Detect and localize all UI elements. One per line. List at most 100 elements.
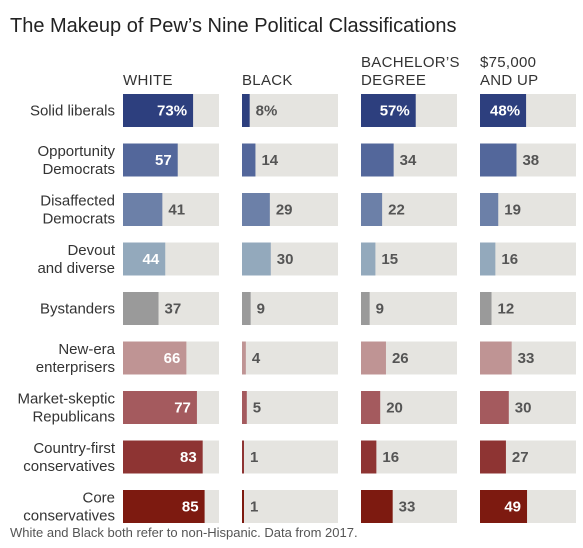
bar [242,94,250,127]
data-label: 4 [252,350,261,367]
bar [480,193,499,226]
data-label: 44 [143,251,160,268]
bar-track [242,341,338,375]
data-label: 5 [253,400,261,417]
bar [242,292,251,325]
data-label: 37 [165,301,182,318]
bar-track [480,242,576,276]
data-label: 27 [512,449,529,466]
data-label: 33 [399,499,416,516]
data-label: 34 [400,152,417,169]
data-label: 73% [157,103,187,120]
data-label: 29 [276,202,293,219]
data-label: 41 [168,202,185,219]
bar [361,391,381,424]
bar-track [242,292,338,325]
bar [361,292,370,325]
bar-track [242,440,338,474]
bar [242,440,244,474]
data-label: 57 [155,152,172,169]
bar [480,292,492,325]
data-label: 49 [504,499,521,516]
data-label: 9 [257,301,265,318]
bar [123,94,194,127]
data-label: 57% [380,103,410,120]
column-header-bachelors: DEGREE [361,72,426,89]
data-label: 33 [518,350,535,367]
data-label: 85 [182,499,199,516]
bar [242,242,271,276]
bar [123,143,178,177]
row-label: New-era [58,341,115,358]
row-label: and diverse [37,260,115,277]
bar [242,143,256,177]
bar [361,490,393,523]
bar [480,143,517,177]
bar-track [480,292,576,325]
row-labels: Solid liberalsOpportunityDemocratsDisaff… [17,103,115,525]
data-label: 15 [381,251,398,268]
row-label: Market-skeptic [17,391,115,408]
row-label: Democrats [42,211,115,228]
bar [123,292,159,325]
bar [242,391,247,424]
bar-track [242,490,338,523]
data-label: 20 [386,400,403,417]
row-label: Democrats [42,161,115,178]
data-label: 48% [490,103,520,120]
bar [480,242,496,276]
data-label: 66 [164,350,181,367]
bar [480,94,527,127]
row-label: Bystanders [40,301,115,318]
bar [242,193,270,226]
bar-track [361,440,457,474]
data-label: 16 [382,449,399,466]
bar [361,242,376,276]
row-label: Core [82,490,115,507]
data-label: 30 [515,400,532,417]
bar [242,341,246,375]
data-label: 19 [504,202,521,219]
bar-track [242,94,338,127]
bar [480,391,509,424]
bar [242,490,244,523]
data-label: 77 [174,400,191,417]
data-label: 30 [277,251,294,268]
data-label: 83 [180,449,197,466]
data-label: 8% [256,103,278,120]
bar [361,94,416,127]
bar [480,341,512,375]
column-header-white: WHITE [123,72,173,89]
bar [361,193,383,226]
data-label: 12 [498,301,515,318]
chart-note: White and Black both refer to non-Hispan… [10,525,358,540]
bar-track [361,242,457,276]
row-label: Country-first [33,440,116,457]
column-header-income: $75,000 [480,54,536,71]
bar [123,440,203,474]
column-header-black: BLACK [242,72,293,89]
bar [123,242,166,276]
data-label: 1 [250,499,258,516]
data-label: 14 [261,152,278,169]
bar [123,391,197,424]
row-label: Opportunity [37,143,115,160]
data-label: 9 [376,301,384,318]
data-label: 22 [388,202,405,219]
bar-track [242,143,338,177]
bar [361,440,377,474]
bar [123,490,205,523]
bar [480,490,528,523]
row-label: conservatives [23,458,115,475]
chart-title: The Makeup of Pew’s Nine Political Class… [10,15,457,37]
row-label: enterprisers [36,359,115,376]
row-label: Solid liberals [30,103,115,120]
bar-track [242,391,338,424]
bar [480,440,506,474]
data-label: 38 [522,152,539,169]
bar-track [361,292,457,325]
data-label: 16 [501,251,518,268]
